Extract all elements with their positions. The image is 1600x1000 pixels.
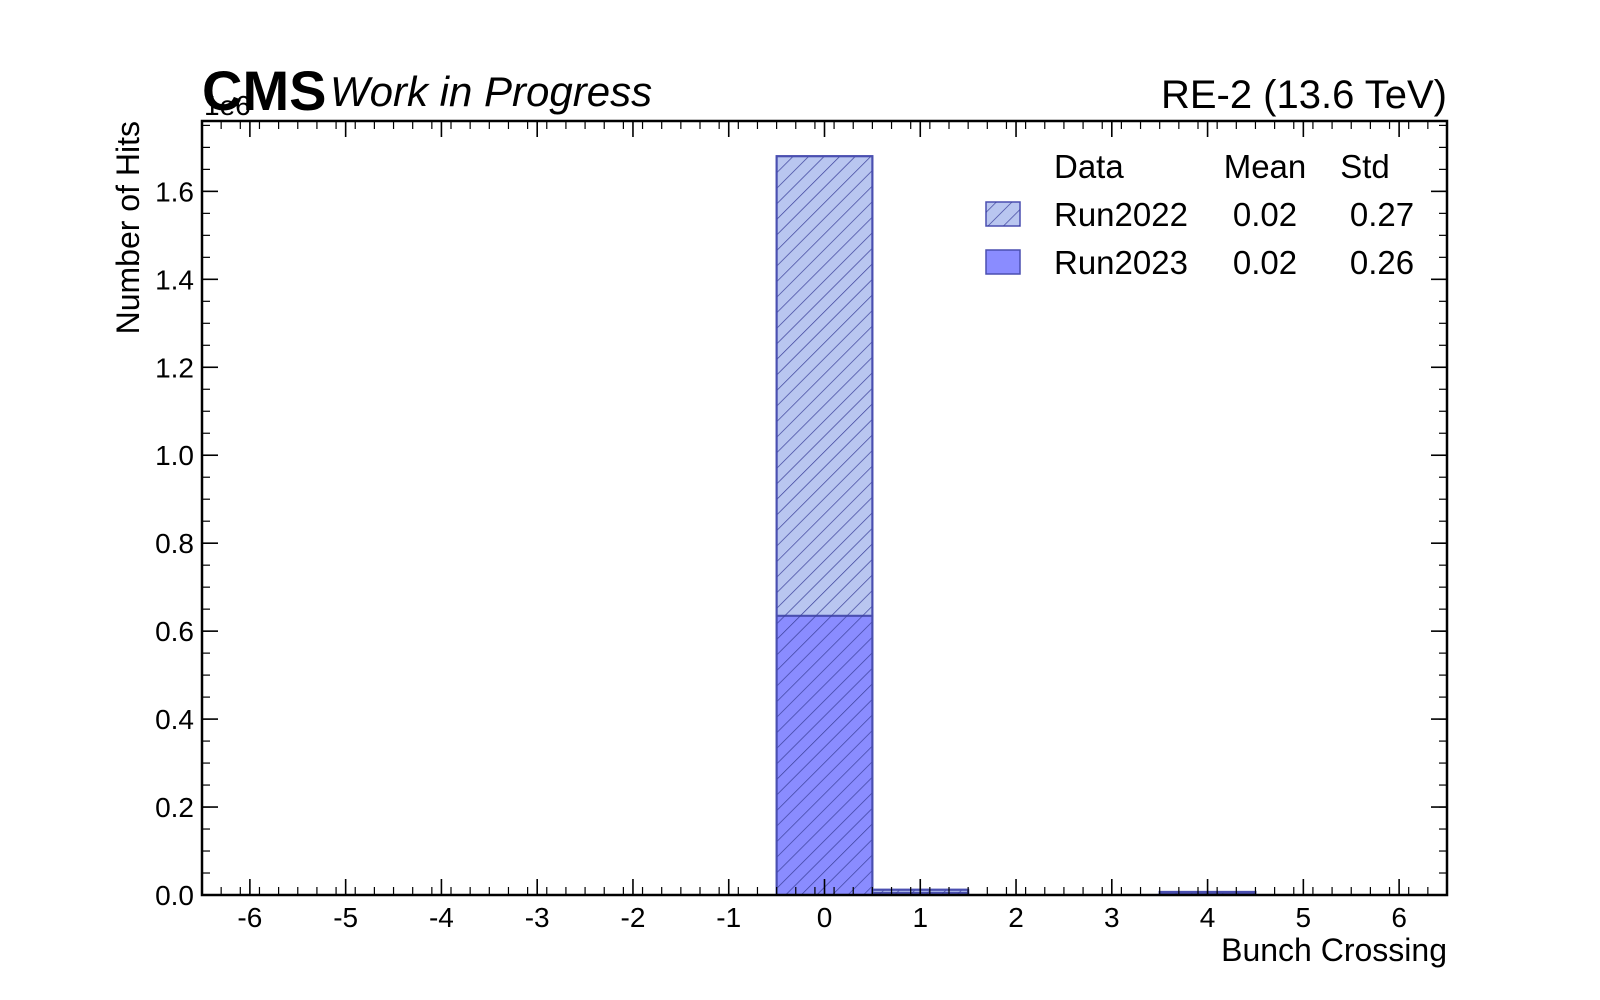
- y-tick-label: 0.0: [155, 880, 194, 911]
- y-tick-label: 0.2: [155, 792, 194, 823]
- y-tick-label: 0.8: [155, 528, 194, 559]
- x-tick-label: -1: [716, 902, 741, 933]
- legend-swatch-run2022-hatch: [986, 202, 1020, 226]
- y-tick-label: 0.4: [155, 704, 194, 735]
- x-tick-label: -6: [237, 902, 262, 933]
- legend-header-data: Data: [1054, 148, 1124, 185]
- plot-frame: [200, 119, 1449, 897]
- y-tick-label: 1.0: [155, 440, 194, 471]
- x-tick-label: -3: [525, 902, 550, 933]
- x-tick-label: 2: [1008, 902, 1024, 933]
- y-scale-multiplier: 1e6: [204, 90, 251, 121]
- legend-mean-run2023: 0.02: [1233, 244, 1297, 281]
- y-tick-label: 1.6: [155, 176, 194, 207]
- x-tick-label: -2: [621, 902, 646, 933]
- legend-header-mean: Mean: [1224, 148, 1307, 185]
- legend-swatch-run2023: [985, 249, 1021, 275]
- legend-std-run2023: 0.26: [1350, 244, 1414, 281]
- y-tick-label: 1.2: [155, 352, 194, 383]
- legend-label-run2023: Run2023: [1054, 244, 1188, 281]
- work-in-progress-label: Work in Progress: [330, 68, 652, 115]
- x-tick-label: -4: [429, 902, 454, 933]
- x-tick-label: 5: [1296, 902, 1312, 933]
- legend: Data Mean Std Run2022 0.02 0.27 Run2023 …: [985, 148, 1414, 281]
- x-tick-label: 4: [1200, 902, 1216, 933]
- bar-hatch-0: [775, 155, 874, 896]
- ticks-layer: -6 -5 -4 -3 -2 -1 0 1 2 3 4 5 6 0.0 0.2 0.4 0.6 0.8 1.0 1.2…: [155, 121, 1448, 933]
- x-tick-label: 1: [912, 902, 928, 933]
- x-axis-label: Bunch Crossing: [1221, 932, 1447, 968]
- legend-std-run2022: 0.27: [1350, 196, 1414, 233]
- cms-label: CMS: [202, 59, 326, 122]
- legend-header-std: Std: [1340, 148, 1390, 185]
- energy-label: RE-2 (13.6 TeV): [1161, 73, 1447, 117]
- legend-mean-run2022: 0.02: [1233, 196, 1297, 233]
- x-tick-label: 6: [1391, 902, 1407, 933]
- y-tick-label: 0.6: [155, 616, 194, 647]
- y-tick-label: 1.4: [155, 264, 194, 295]
- x-tick-label: 3: [1104, 902, 1120, 933]
- x-tick-label: 0: [817, 902, 833, 933]
- legend-label-run2022: Run2022: [1054, 196, 1188, 233]
- x-tick-label: -5: [333, 902, 358, 933]
- y-axis-label: Number of Hits: [110, 121, 146, 334]
